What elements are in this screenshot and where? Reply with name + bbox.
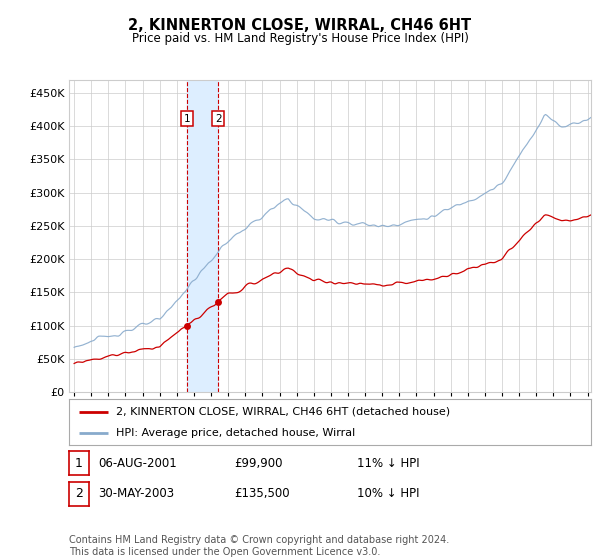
Bar: [187, 80, 218, 392]
Text: 2: 2: [215, 114, 221, 124]
Text: 2, KINNERTON CLOSE, WIRRAL, CH46 6HT: 2, KINNERTON CLOSE, WIRRAL, CH46 6HT: [128, 18, 472, 33]
Text: 06-AUG-2001: 06-AUG-2001: [98, 456, 176, 470]
Text: 30-MAY-2003: 30-MAY-2003: [98, 487, 174, 501]
Text: £135,500: £135,500: [234, 487, 290, 501]
Text: Price paid vs. HM Land Registry's House Price Index (HPI): Price paid vs. HM Land Registry's House …: [131, 32, 469, 45]
Text: HPI: Average price, detached house, Wirral: HPI: Average price, detached house, Wirr…: [116, 428, 355, 438]
Text: 11% ↓ HPI: 11% ↓ HPI: [357, 456, 419, 470]
Text: Contains HM Land Registry data © Crown copyright and database right 2024.
This d: Contains HM Land Registry data © Crown c…: [69, 535, 449, 557]
Text: 2, KINNERTON CLOSE, WIRRAL, CH46 6HT (detached house): 2, KINNERTON CLOSE, WIRRAL, CH46 6HT (de…: [116, 407, 450, 417]
Text: 1: 1: [184, 114, 190, 124]
Text: £99,900: £99,900: [234, 456, 283, 470]
Text: 1: 1: [75, 456, 83, 470]
Text: 2: 2: [75, 487, 83, 501]
Text: 10% ↓ HPI: 10% ↓ HPI: [357, 487, 419, 501]
